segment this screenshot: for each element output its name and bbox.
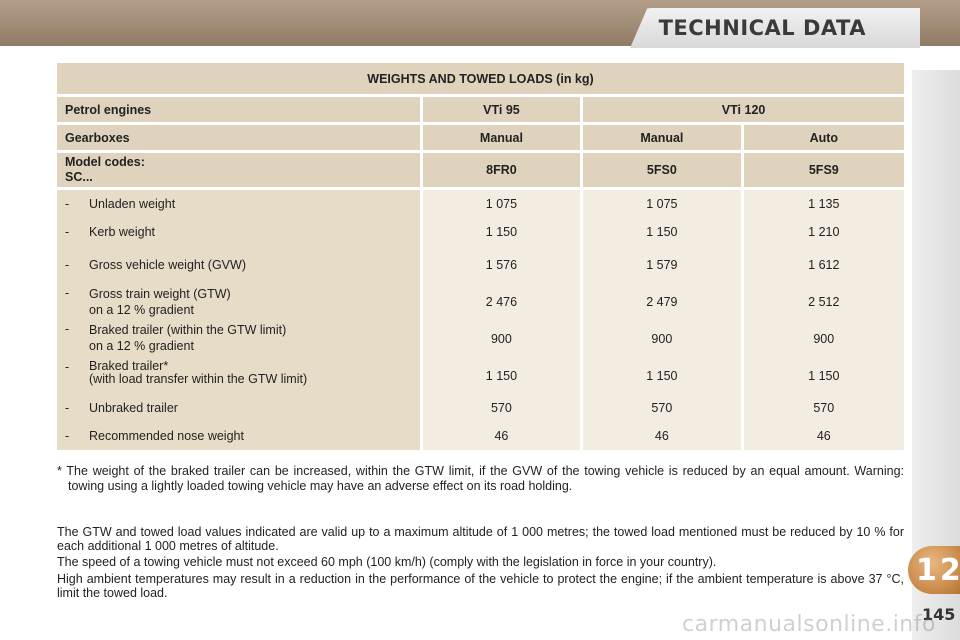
row-dash: - [65,225,70,239]
table-cell: 1 135 [808,197,840,211]
row-dash: - [65,286,70,300]
table-cell: 570 [490,401,512,415]
table-cell: 1 150 [485,225,518,239]
model-code-3: 5FS9 [743,153,905,187]
row-dash: - [65,401,70,415]
model-codes-label-line1: Model codes: [65,155,145,169]
paragraph-temperature: High ambient temperatures may result in … [57,572,904,600]
row-label: Recommended nose weight [89,429,244,443]
model-code-2: 5FS0 [583,153,741,187]
model-code-1: 8FR0 [422,153,581,187]
engines-row: Petrol engines VTi 95 VTi 120 [57,97,904,122]
gearboxes-row: Gearboxes Manual Manual Auto [57,125,905,150]
header-tab [630,8,920,48]
footnote: * The weight of the braked trailer can b… [57,464,904,493]
weights-table: WEIGHTS AND TOWED LOADS (in kg) Petrol e… [57,63,905,450]
table-row: - Unladen weight [57,190,420,218]
table-cell: 1 576 [485,258,518,272]
engines-label: Petrol engines [57,97,420,122]
table-cell: 46 [816,429,831,443]
paragraph-speed: The speed of a towing vehicle must not e… [57,555,717,569]
gearboxes-label: Gearboxes [57,125,420,150]
table-cell: 1 150 [646,369,678,383]
row-dash: - [65,360,70,374]
table-cell: 1 579 [646,258,678,272]
row-label: Unbraked trailer [89,401,178,415]
engine-vti120: VTi 120 [583,97,904,122]
table-cell: 1 612 [808,258,840,272]
table-row: - Kerb weight [57,218,420,246]
table-cell: 1 150 [808,369,840,383]
row-dash: - [65,322,70,336]
values-column-5fs0: 1 075 1 150 1 579 2 479 900 1 150 570 46 [583,190,741,450]
row-dash: - [65,197,70,211]
values-column-5fs9: 1 135 1 210 1 612 2 512 900 1 150 570 46 [743,190,904,450]
table-cell: 2 479 [646,295,678,309]
row-sublabel: (with load transfer within the GTW limit… [89,372,308,386]
table-cell: 2 476 [485,295,518,309]
table-cell: 46 [654,429,669,443]
row-sublabel: on a 12 % gradient [89,303,194,317]
chapter-badge: 12 [908,546,960,594]
table-row: - Unbraked trailer [57,394,420,422]
table-row: - Recommended nose weight [57,422,420,450]
table-title: WEIGHTS AND TOWED LOADS (in kg) [57,63,904,94]
table-cell: 2 512 [808,295,840,309]
engine-vti95: VTi 95 [422,97,581,122]
gearbox-1: Manual [422,125,581,150]
table-cell: 1 075 [485,197,518,211]
paragraph-altitude: The GTW and towed load values indicated … [57,525,904,553]
table-row: - Braked trailer* (with load transfer with… [57,358,420,394]
table-cell: 900 [490,332,512,346]
model-codes-label: Model codes: SC... [57,153,420,187]
row-label: Gross train weight (GTW) [89,287,231,301]
page-number: 145 [922,605,956,624]
gearbox-2: Manual [583,125,741,150]
table-row: - Gross train weight (GTW) on a 12 % gradi… [57,284,420,320]
table-row: - Gross vehicle weight (GVW) [57,246,420,284]
table-row: - Braked trailer (within the GTW limit) on… [57,320,420,358]
gearbox-3: Auto [743,125,905,150]
row-sublabel: on a 12 % gradient [89,339,194,353]
table-cell: 900 [813,332,835,346]
row-label: Unladen weight [89,197,176,211]
row-dash: - [65,429,70,443]
table-cell: 1 150 [646,225,678,239]
row-label: Braked trailer (within the GTW limit) [89,323,287,337]
row-dash: - [65,258,70,272]
table-cell: 1 210 [808,225,840,239]
model-codes-label-line2: SC... [65,170,93,184]
side-strip [912,70,960,640]
row-label: Braked trailer* [89,359,169,373]
row-label: Gross vehicle weight (GVW) [89,258,246,272]
table-cell: 1 075 [646,197,678,211]
watermark: carmanualsonline.info [682,612,936,637]
table-cell: 1 150 [485,369,518,383]
labels-column: - Unladen weight - Kerb weight - Gross vehi… [57,190,420,450]
table-body: - Unladen weight - Kerb weight - Gross vehi… [57,190,904,450]
values-column-8fr0: 1 075 1 150 1 576 2 476 900 1 150 570 46 [422,190,581,450]
model-codes-row: Model codes: SC... 8FR0 5FS0 5FS9 [57,153,905,187]
table-cell: 900 [651,332,673,346]
table-cell: 570 [651,401,673,415]
table-cell: 46 [494,429,509,443]
page-title: TECHNICAL DATA [658,16,866,40]
table-cell: 570 [813,401,835,415]
row-label: Kerb weight [89,225,156,239]
